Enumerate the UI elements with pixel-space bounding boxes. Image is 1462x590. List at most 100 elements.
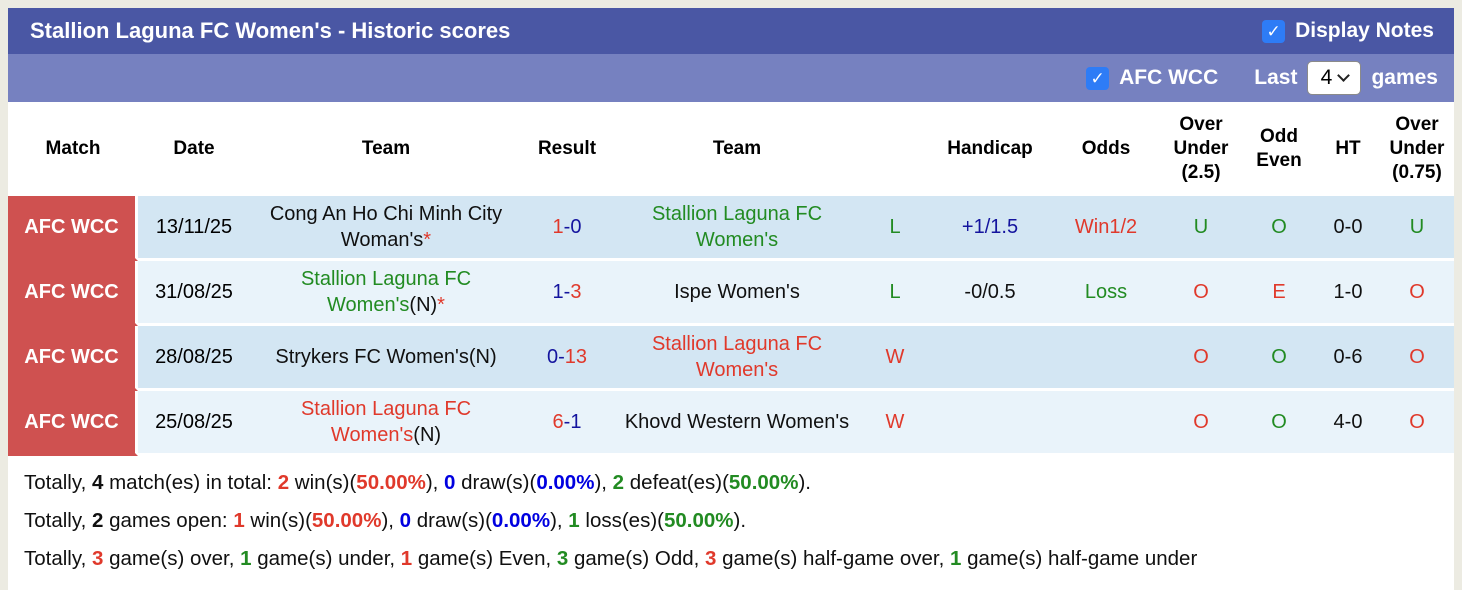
handicap-cell: -0/0.5 [928, 261, 1052, 326]
text-segment: ), [425, 471, 445, 494]
over-under-25-cell: O [1160, 261, 1242, 326]
text-segment: Strykers FC Women's(N) [275, 346, 497, 368]
text-segment: 1 [400, 547, 413, 570]
page-title: Stallion Laguna FC Women's - Historic sc… [30, 18, 511, 43]
competition-toggle[interactable]: ✓ AFC WCC [1086, 66, 1218, 90]
text-segment: 1 [570, 411, 582, 433]
text-segment: - [563, 281, 571, 303]
over-under-25-cell: O [1160, 326, 1242, 391]
col-header-odds: Odds [1052, 102, 1160, 196]
text-segment: draw(s)( [455, 471, 537, 494]
title-bar: Stallion Laguna FC Women's - Historic sc… [8, 8, 1454, 54]
odds-cell: Win1/2 [1052, 196, 1160, 261]
text-segment: win(s)( [289, 471, 357, 494]
over-under-25-cell: U [1160, 196, 1242, 261]
text-segment: game(s) half-game over, [716, 547, 950, 570]
summary-line: Totally, 4 match(es) in total: 2 win(s)(… [24, 464, 1454, 502]
text-segment: 0 [399, 509, 412, 532]
games-count-select[interactable]: 4 [1307, 61, 1362, 95]
display-notes-checkbox[interactable]: ✓ [1262, 19, 1286, 43]
text-segment: 2 [277, 471, 290, 494]
text-segment: game(s) half-game under [961, 547, 1198, 570]
table-header-row: Match Date Team Result Team Handicap Odd… [8, 102, 1454, 196]
match-cell: AFC WCC [8, 391, 138, 456]
text-segment: 1 [233, 509, 245, 532]
date-cell: 28/08/25 [138, 326, 250, 391]
table-row: AFC WCC 25/08/25 Stallion Laguna FC Women'… [8, 391, 1454, 456]
result-cell: 0-13 [522, 326, 612, 391]
text-segment: 3 [705, 547, 717, 570]
col-header-odd-even: Odd Even [1242, 102, 1316, 196]
text-segment: ). [733, 509, 747, 532]
last-games-control: Last 4 games [1254, 61, 1438, 95]
col-header-date: Date [138, 102, 250, 196]
display-notes-toggle[interactable]: ✓ Display Notes [1262, 19, 1434, 43]
text-segment: loss(es)( [579, 509, 664, 532]
ht-cell: 0-6 [1316, 326, 1380, 391]
odds-cell [1052, 391, 1160, 456]
filter-bar: ✓ AFC WCC Last 4 games [8, 54, 1454, 102]
text-segment: 0.00% [491, 509, 551, 532]
text-segment: game(s) over, [103, 547, 241, 570]
over-under-075-cell: O [1380, 391, 1454, 456]
table-row: AFC WCC 31/08/25 Stallion Laguna FC Women'… [8, 261, 1454, 326]
text-segment: 3 [556, 547, 569, 570]
text-segment: Totally, [24, 471, 92, 494]
competition-checkbox[interactable]: ✓ [1086, 66, 1110, 90]
over-under-25-cell: O [1160, 391, 1242, 456]
result-letter-cell: W [862, 326, 928, 391]
home-team-cell: Cong An Ho Chi Minh City Woman's* [250, 196, 522, 261]
text-segment: 2 [91, 509, 104, 532]
text-segment: 4 [91, 471, 104, 494]
summary-line: Totally, 3 game(s) over, 1 game(s) under… [24, 540, 1454, 578]
text-segment: 50.00% [728, 471, 799, 494]
text-segment: Totally, [24, 509, 92, 532]
away-team-cell: Stallion Laguna FC Women's [612, 196, 862, 261]
text-segment: Stallion Laguna FC Women's [651, 203, 823, 251]
text-segment: 1 [552, 281, 564, 303]
result-cell: 6-1 [522, 391, 612, 456]
text-segment: 2 [612, 471, 625, 494]
text-segment: 0 [444, 471, 456, 494]
summary-section: Totally, 4 match(es) in total: 2 win(s)(… [8, 456, 1454, 590]
text-segment: game(s) Even, [412, 547, 557, 570]
text-segment: Khovd Western Women's [624, 411, 850, 433]
text-segment: 0.00% [536, 471, 595, 494]
date-cell: 13/11/25 [138, 196, 250, 261]
col-header-over-under-075: Over Under (0.75) [1380, 102, 1454, 196]
chevron-down-icon [1337, 69, 1351, 82]
odds-cell [1052, 326, 1160, 391]
over-under-075-cell: U [1380, 196, 1454, 261]
ht-cell: 1-0 [1316, 261, 1380, 326]
games-count-value: 4 [1320, 66, 1333, 89]
text-segment: ), [381, 509, 400, 532]
odds-cell: Loss [1052, 261, 1160, 326]
text-segment: 50.00% [311, 509, 382, 532]
ht-cell: 4-0 [1316, 391, 1380, 456]
col-header-over-under-25: Over Under (2.5) [1160, 102, 1242, 196]
date-cell: 31/08/25 [138, 261, 250, 326]
text-segment: Ispe Women's [674, 281, 800, 303]
text-segment: ), [550, 509, 569, 532]
text-segment: * [423, 229, 432, 251]
text-segment: * [437, 294, 445, 316]
games-label: games [1371, 66, 1438, 89]
away-team-cell: Khovd Western Women's [612, 391, 862, 456]
text-segment: 0 [570, 216, 582, 238]
result-letter-cell: L [862, 196, 928, 261]
text-segment: ). [798, 471, 811, 494]
competition-label: AFC WCC [1119, 66, 1219, 89]
odd-even-cell: O [1242, 391, 1316, 456]
text-segment: Stallion Laguna FC Women's [300, 268, 472, 316]
table-row: AFC WCC 28/08/25 Strykers FC Women's(N) 0-1… [8, 326, 1454, 391]
summary-line: Totally, 2 games open: 1 win(s)(50.00%),… [24, 502, 1454, 540]
match-cell: AFC WCC [8, 326, 138, 391]
col-header-away-team: Team [612, 102, 862, 196]
col-header-result: Result [522, 102, 612, 196]
text-segment: win(s)( [244, 509, 312, 532]
odd-even-cell: O [1242, 326, 1316, 391]
text-segment: (N) [409, 294, 438, 316]
odd-even-cell: O [1242, 196, 1316, 261]
home-team-cell: Stallion Laguna FC Women's(N)* [250, 261, 522, 326]
text-segment: (N) [413, 424, 442, 446]
